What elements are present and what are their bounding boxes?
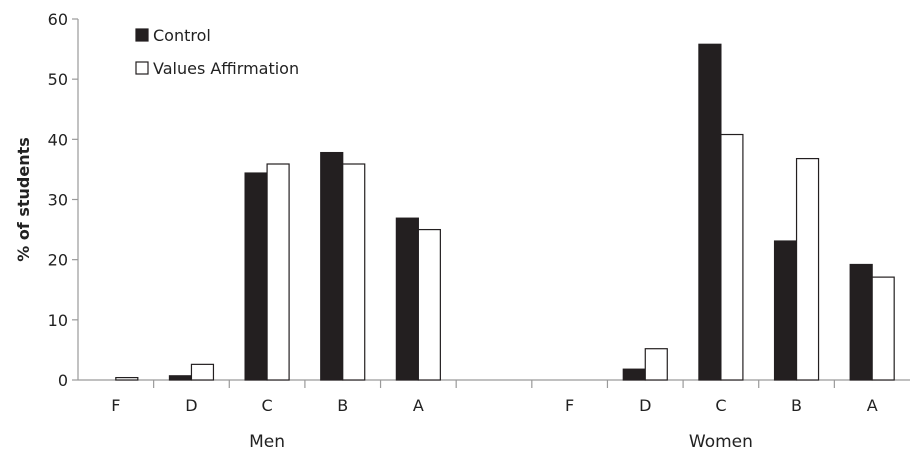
legend: Control Values Affirmation (135, 26, 299, 78)
x-category-label: C (262, 396, 273, 415)
x-category-label: F (111, 396, 120, 415)
x-group-label: Women (689, 432, 753, 450)
bar-women-a-control (849, 263, 873, 381)
bar-men-b-values-affirmation (342, 163, 366, 381)
x-category-label: D (639, 396, 651, 415)
x-category-label: B (791, 396, 802, 415)
bar-men-b-control (320, 151, 344, 381)
x-group-label: Men (249, 432, 285, 450)
legend-label-control: Control (153, 26, 211, 45)
bar-women-b-values-affirmation (795, 157, 820, 381)
bar-men-a-values-affirmation (417, 228, 441, 381)
y-tick-label: 0 (58, 371, 68, 390)
legend-swatch-values-affirmation (135, 61, 149, 75)
y-tick-label: 40 (48, 130, 68, 149)
x-category-label: F (565, 396, 574, 415)
y-axis-title: % of students (14, 137, 33, 262)
x-category-label: B (337, 396, 348, 415)
x-category-label: C (715, 396, 726, 415)
y-tick-label: 10 (48, 311, 68, 330)
bar-men-d-values-affirmation (190, 363, 215, 381)
y-tick-label: 60 (48, 10, 68, 29)
bar-women-b-control (773, 240, 798, 381)
y-tick-label: 30 (48, 191, 68, 210)
legend-swatch-control (135, 28, 149, 42)
y-tick-label: 20 (48, 251, 68, 270)
bar-women-c-control (698, 43, 722, 381)
axes (72, 18, 910, 388)
legend-label-values-affirmation: Values Affirmation (153, 59, 299, 78)
x-category-label: A (413, 396, 424, 415)
bar-women-a-values-affirmation (871, 276, 895, 381)
bars (115, 43, 895, 381)
bar-women-c-values-affirmation (720, 133, 744, 381)
x-category-label: D (185, 396, 197, 415)
bar-men-f-values-affirmation (115, 376, 139, 381)
bar-women-d-values-affirmation (644, 348, 668, 381)
bar-men-c-control (244, 172, 268, 381)
bar-women-d-control (622, 368, 646, 381)
bar-men-c-values-affirmation (266, 163, 290, 381)
bar-men-d-control (168, 375, 193, 381)
y-tick-label: 50 (48, 70, 68, 89)
bar-men-a-control (395, 217, 419, 381)
x-category-label: A (867, 396, 878, 415)
labels: 0 10 20 30 40 50 60 % of students F D C B A Men F D C B A W… (14, 10, 878, 450)
